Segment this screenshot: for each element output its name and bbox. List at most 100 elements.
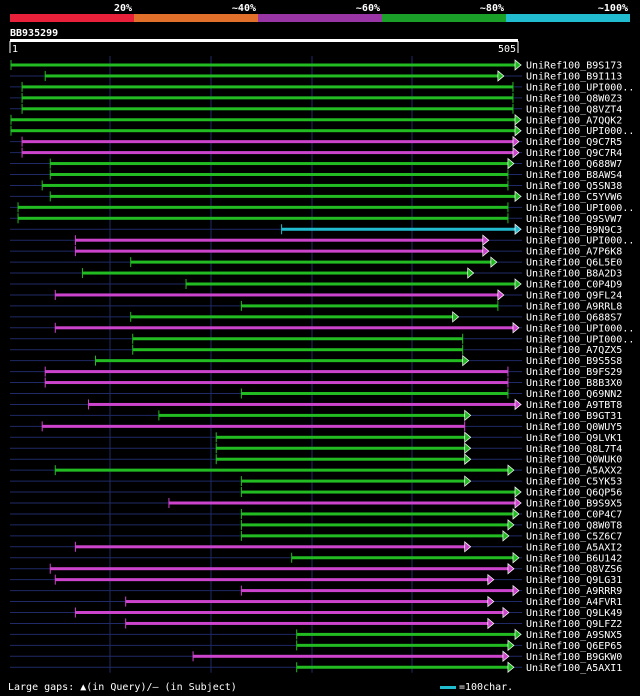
hit-name: UniRef100_UPI000.. [526, 203, 634, 214]
hit-arrow [507, 157, 515, 170]
hit-bar [22, 85, 513, 89]
hit-row: UniRef100_UPI000.. [10, 202, 634, 214]
hit-bar [50, 567, 508, 571]
hit-row: UniRef100_Q6EP65 [10, 639, 622, 652]
hit-arrow [467, 267, 475, 279]
hit-row: UniRef100_C0P4C7 [10, 508, 622, 520]
hit-name: UniRef100_C5YVW6 [526, 192, 622, 203]
hit-bar [22, 107, 513, 111]
scale-label: ~60% [356, 3, 380, 14]
hit-arrow [497, 70, 505, 82]
hit-bar [95, 359, 463, 363]
hit-bar [216, 435, 465, 439]
hit-arrow [490, 256, 498, 268]
hit-arrow [502, 606, 510, 619]
query-bar [10, 39, 518, 42]
hit-bar [18, 205, 508, 209]
hit-row: UniRef100_UPI000.. [10, 124, 634, 137]
hit-bar [125, 600, 488, 604]
hit-row: UniRef100_Q8L7T4 [10, 442, 622, 455]
hit-arrow [497, 289, 505, 301]
hit-arrow [464, 475, 472, 487]
hit-arrow [502, 650, 510, 663]
hit-name: UniRef100_A4FVR1 [526, 597, 622, 608]
hit-bar [296, 665, 508, 669]
hit-arrow [487, 617, 495, 630]
hit-row: UniRef100_A5AXI2 [10, 541, 622, 553]
hit-name: UniRef100_Q8L7T4 [526, 444, 622, 455]
hit-bar [22, 151, 513, 155]
hit-arrow [514, 497, 522, 509]
query-end-label: 505 [498, 44, 516, 55]
scale-label: 20% [114, 3, 132, 14]
hit-row: UniRef100_B8AWS4 [10, 169, 622, 181]
hit-bar [11, 129, 515, 133]
scale-label: ~100% [598, 3, 628, 14]
hit-bar [45, 381, 508, 385]
hit-row: UniRef100_A7QZX5 [10, 344, 622, 356]
hit-bar [241, 490, 515, 494]
hit-bar [216, 446, 465, 450]
hit-bar [75, 238, 483, 242]
scale-segment [134, 14, 258, 22]
hit-arrow [507, 562, 515, 575]
hit-name: UniRef100_Q8VZT4 [526, 104, 622, 115]
hit-name: UniRef100_C0P4D9 [526, 280, 622, 291]
hit-bar [45, 74, 498, 78]
query-start-label: 1 [12, 44, 18, 55]
hit-bar [88, 402, 515, 406]
hit-arrow [482, 234, 490, 246]
hit-name: UniRef100_C0P4C7 [526, 509, 622, 520]
scale-segment [10, 14, 134, 22]
scale-label: ~80% [480, 3, 504, 14]
hit-row: UniRef100_B8A2D3 [10, 267, 622, 280]
hit-bar [158, 413, 465, 417]
hit-bar [42, 183, 508, 187]
hit-name: UniRef100_A7QQK2 [526, 115, 622, 126]
hit-bar [22, 96, 513, 100]
hit-arrow [512, 508, 520, 520]
hit-bar [241, 304, 498, 308]
hit-arrow [487, 573, 495, 586]
hit-arrow [462, 354, 470, 367]
hit-arrow [507, 519, 515, 531]
hit-name: UniRef100_UPI000.. [526, 334, 634, 345]
hit-bar [241, 534, 503, 538]
hit-arrow [464, 453, 472, 465]
hit-name: UniRef100_Q6EP65 [526, 641, 622, 652]
hit-row: UniRef100_A9RRL8 [10, 300, 622, 312]
hit-name: UniRef100_Q8VZS6 [526, 564, 622, 575]
hit-row: UniRef100_Q9SVW7 [10, 213, 622, 225]
hit-name: UniRef100_Q9SVW7 [526, 214, 622, 225]
hit-row: UniRef100_Q9LK49 [10, 606, 622, 619]
hit-row: UniRef100_B9FS29 [10, 366, 622, 378]
hit-bar [296, 643, 508, 647]
hit-arrow [482, 245, 490, 257]
hit-arrow [514, 628, 522, 641]
hit-row: UniRef100_C0P4D9 [10, 278, 622, 291]
scale-swatch [440, 685, 456, 689]
hit-row: UniRef100_Q688W7 [10, 157, 622, 170]
hit-name: UniRef100_A5AXX2 [526, 466, 622, 477]
hit-bar [296, 632, 515, 636]
hit-row: UniRef100_B8B3X0 [10, 377, 622, 389]
hit-arrow [464, 442, 472, 454]
hit-bar [281, 227, 515, 231]
hit-name: UniRef100_B9GKW0 [526, 652, 622, 663]
hit-name: UniRef100_Q6L5E0 [526, 258, 622, 269]
hit-row: UniRef100_B9GKW0 [10, 650, 622, 663]
scale-segment [506, 14, 630, 22]
hit-name: UniRef100_Q688W7 [526, 159, 622, 170]
hit-name: UniRef100_Q8W0T8 [526, 520, 622, 531]
hit-bar [193, 654, 503, 658]
hit-row: UniRef100_Q8VZT4 [10, 103, 622, 115]
scale-legend-text: =100char. [459, 682, 514, 693]
hit-row: UniRef100_Q9FL24 [10, 289, 622, 301]
hit-name: UniRef100_Q9LFZ2 [526, 619, 622, 630]
hit-name: UniRef100_B9GT31 [526, 411, 622, 422]
hit-row: UniRef100_Q9C7R5 [10, 135, 622, 148]
hit-row: UniRef100_Q6L5E0 [10, 256, 622, 269]
hit-name: UniRef100_B9S9X5 [526, 499, 622, 510]
hit-row: UniRef100_B9I113 [10, 70, 622, 82]
hit-name: UniRef100_Q9C7R5 [526, 137, 622, 148]
